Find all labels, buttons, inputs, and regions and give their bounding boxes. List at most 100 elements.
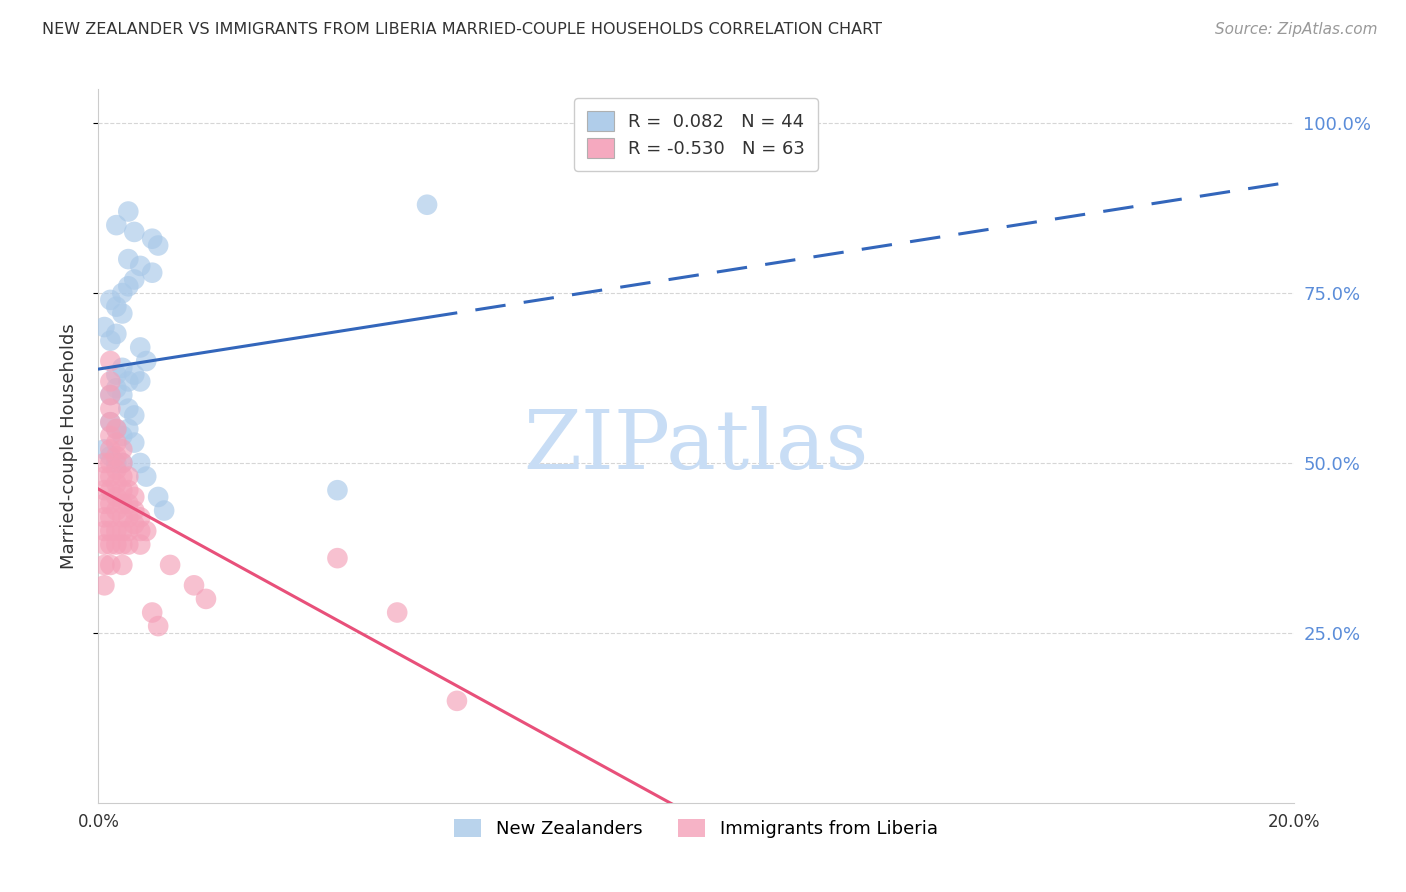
- Point: [111, 456, 134, 470]
- Point: [105, 300, 128, 314]
- Point: [129, 259, 152, 273]
- Point: [117, 510, 139, 524]
- Point: [141, 232, 163, 246]
- Point: [105, 456, 128, 470]
- Point: [98, 524, 122, 538]
- Point: [124, 517, 146, 532]
- Point: [446, 694, 468, 708]
- Point: [124, 435, 146, 450]
- Point: [98, 354, 122, 368]
- Point: [416, 198, 439, 212]
- Point: [117, 524, 139, 538]
- Point: [111, 483, 134, 498]
- Point: [385, 606, 409, 620]
- Point: [105, 490, 128, 504]
- Point: [93, 524, 115, 538]
- Point: [105, 476, 128, 491]
- Point: [93, 578, 115, 592]
- Point: [111, 497, 134, 511]
- Point: [98, 558, 122, 572]
- Point: [117, 375, 139, 389]
- Point: [111, 286, 134, 301]
- Point: [117, 537, 139, 551]
- Text: NEW ZEALANDER VS IMMIGRANTS FROM LIBERIA MARRIED-COUPLE HOUSEHOLDS CORRELATION C: NEW ZEALANDER VS IMMIGRANTS FROM LIBERIA…: [42, 22, 882, 37]
- Point: [105, 422, 128, 436]
- Point: [105, 524, 128, 538]
- Point: [98, 375, 122, 389]
- Point: [148, 490, 170, 504]
- Point: [135, 354, 157, 368]
- Point: [129, 510, 152, 524]
- Point: [93, 497, 115, 511]
- Point: [117, 204, 139, 219]
- Point: [183, 578, 205, 592]
- Point: [111, 469, 134, 483]
- Point: [141, 606, 163, 620]
- Point: [98, 415, 122, 429]
- Point: [111, 510, 134, 524]
- Point: [98, 388, 122, 402]
- Point: [117, 279, 139, 293]
- Point: [111, 537, 134, 551]
- Point: [117, 401, 139, 416]
- Point: [129, 341, 152, 355]
- Point: [98, 449, 122, 463]
- Text: ZIPatlas: ZIPatlas: [523, 406, 869, 486]
- Point: [105, 435, 128, 450]
- Point: [98, 497, 122, 511]
- Point: [117, 469, 139, 483]
- Point: [98, 415, 122, 429]
- Point: [105, 381, 128, 395]
- Point: [93, 558, 115, 572]
- Point: [111, 306, 134, 320]
- Point: [98, 388, 122, 402]
- Point: [195, 591, 218, 606]
- Point: [124, 272, 146, 286]
- Point: [105, 326, 128, 341]
- Point: [98, 293, 122, 307]
- Point: [326, 551, 349, 566]
- Point: [93, 510, 115, 524]
- Point: [117, 422, 139, 436]
- Point: [98, 537, 122, 551]
- Point: [153, 503, 176, 517]
- Point: [141, 266, 163, 280]
- Text: Source: ZipAtlas.com: Source: ZipAtlas.com: [1215, 22, 1378, 37]
- Point: [98, 442, 122, 457]
- Point: [98, 469, 122, 483]
- Point: [117, 252, 139, 266]
- Point: [117, 497, 139, 511]
- Point: [129, 537, 152, 551]
- Point: [111, 456, 134, 470]
- Point: [148, 619, 170, 633]
- Point: [135, 524, 157, 538]
- Point: [159, 558, 181, 572]
- Point: [98, 401, 122, 416]
- Point: [111, 360, 134, 375]
- Point: [98, 510, 122, 524]
- Point: [148, 238, 170, 252]
- Point: [129, 375, 152, 389]
- Point: [111, 524, 134, 538]
- Point: [135, 469, 157, 483]
- Point: [105, 463, 128, 477]
- Y-axis label: Married-couple Households: Married-couple Households: [59, 323, 77, 569]
- Point: [105, 537, 128, 551]
- Point: [105, 449, 128, 463]
- Point: [124, 225, 146, 239]
- Point: [105, 503, 128, 517]
- Point: [98, 483, 122, 498]
- Point: [93, 442, 115, 457]
- Point: [124, 503, 146, 517]
- Point: [98, 334, 122, 348]
- Point: [117, 483, 139, 498]
- Point: [124, 490, 146, 504]
- Point: [98, 456, 122, 470]
- Point: [105, 218, 128, 232]
- Point: [93, 537, 115, 551]
- Point: [111, 429, 134, 443]
- Point: [93, 456, 115, 470]
- Point: [111, 388, 134, 402]
- Point: [93, 483, 115, 498]
- Point: [124, 368, 146, 382]
